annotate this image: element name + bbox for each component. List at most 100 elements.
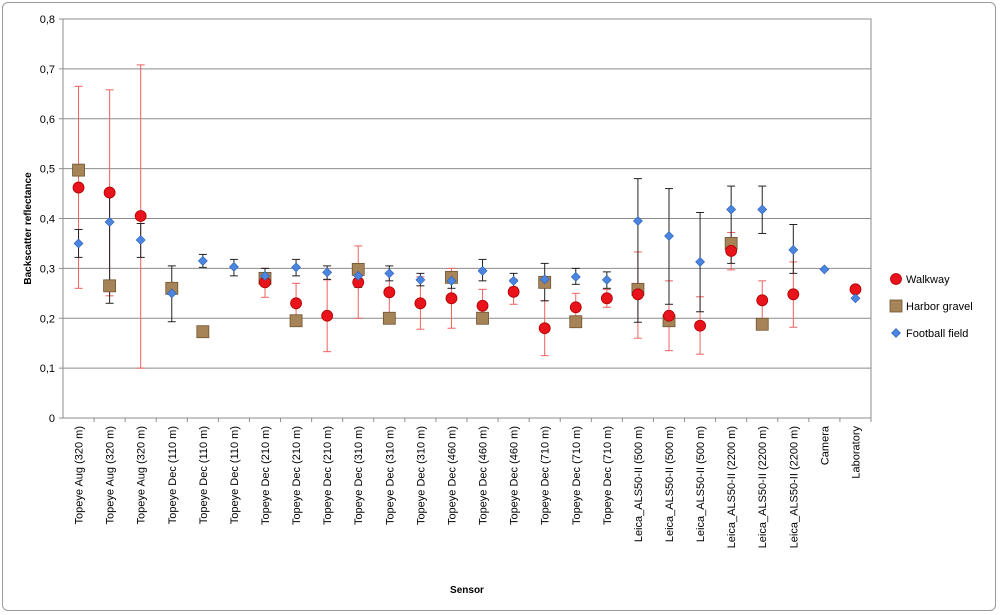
football-field-point [477, 265, 488, 276]
gridlines [59, 18, 872, 422]
legend-entry: Harbor gravel [889, 299, 973, 313]
football-field-point [632, 216, 643, 226]
legend-label: Walkway [906, 274, 950, 286]
legend-entry: Football field [891, 328, 968, 340]
x-tick-label: Topeye Dec (710 m) [540, 426, 552, 525]
walkway-point [663, 309, 675, 322]
walkway-point [600, 292, 613, 305]
football-field-point [850, 293, 861, 304]
walkway-point [632, 288, 644, 301]
walkway-point [103, 186, 116, 199]
x-tick-label: Topeye Dec (110 m) [167, 426, 179, 524]
football-field-point [73, 238, 84, 249]
x-tick-label: Topeye Dec (110 m) [229, 426, 241, 524]
football-field-point [726, 204, 737, 215]
error-bars [74, 64, 798, 369]
x-tick-label: Leica_ALS50-II (500 m) [664, 426, 676, 542]
x-tick-label: Topeye Dec (710 m) [602, 426, 614, 525]
football-field-point [260, 270, 270, 281]
x-tick-label: Topeye Aug (320 m) [74, 426, 86, 524]
legend-marker [890, 273, 902, 285]
harbor-gravel-point [103, 279, 117, 293]
x-tick-label: Topeye Dec (710 m) [571, 426, 583, 525]
walkway-point [756, 294, 769, 307]
x-tick-label: Topeye Dec (110 m) [198, 426, 210, 524]
legend-marker [891, 328, 901, 338]
football-field-point [570, 271, 581, 282]
football-field-point [104, 217, 115, 227]
walkway-point [694, 319, 706, 332]
y-tick-labels: 0 0,1 0,2 0,3 0,4 0,5 0,6 0,7 0,8 [40, 14, 55, 425]
x-tick-label: Topeye Dec (310 m) [353, 426, 365, 525]
y-tick-label: 0,8 [40, 14, 55, 26]
football-field-point [757, 204, 768, 215]
y-tick-label: 0 [49, 413, 55, 425]
x-tick-label: Leica_ALS50-II (500 m) [695, 426, 707, 542]
football-field-point [228, 261, 239, 272]
walkway-point [383, 286, 396, 299]
y-tick-label: 0,1 [40, 363, 55, 375]
walkway-point [134, 210, 147, 222]
walkway-point [787, 288, 800, 301]
legend: Walkway Harbor gravel Football field [889, 273, 973, 340]
football-field-point [788, 244, 799, 255]
x-tick-label: Topeye Aug (320 m) [136, 426, 148, 524]
x-tick-label: Leica_ALS50-II (500 m) [633, 426, 645, 542]
walkway-point [72, 181, 85, 194]
harbor-gravel-point [289, 314, 303, 328]
football-field-point [695, 256, 706, 267]
walkway-point [414, 297, 427, 310]
football-field-point [291, 262, 302, 273]
football-field-point [664, 231, 674, 241]
y-axis-title: Backscatter reflectance [23, 172, 34, 285]
football-field-point [384, 268, 395, 279]
football-field-point [601, 274, 612, 285]
x-tick-label: Camera [819, 425, 831, 465]
legend-label: Harbor gravel [906, 301, 973, 313]
legend-label: Football field [906, 328, 968, 340]
y-tick-label: 0,4 [40, 214, 55, 226]
x-tick-label: Topeye Aug (320 m) [105, 426, 117, 524]
harbor-gravel-point [196, 325, 210, 339]
harbor-gravel-point [476, 311, 489, 325]
football-field-point [539, 274, 550, 285]
walkway-point [476, 299, 489, 312]
football-field-point [135, 235, 146, 245]
football-field-point [415, 274, 426, 285]
harbor-gravel-point [569, 315, 583, 329]
harbor-gravel-point [72, 163, 85, 177]
legend-marker [889, 299, 903, 313]
x-tick-label: Topeye Dec (210 m) [291, 426, 303, 525]
football-field-point [166, 288, 177, 299]
harbor-gravel-point [755, 317, 769, 331]
football-field-point [446, 275, 457, 286]
harbor-gravel-point [382, 311, 396, 325]
data-points [72, 163, 862, 339]
football-field-point [819, 264, 830, 275]
x-tick-label: Leica_ALS50-II (2200 m) [788, 426, 800, 548]
x-tick-labels: Topeye Aug (320 m) Topeye Aug (320 m) Tope… [74, 425, 863, 548]
x-tick-label: Topeye Dec (210 m) [260, 426, 272, 525]
x-tick-label: Topeye Dec (460 m) [446, 426, 458, 525]
y-tick-label: 0,5 [40, 164, 55, 176]
football-field-point [508, 275, 519, 286]
walkway-point [290, 297, 302, 310]
x-tick-label: Topeye Dec (310 m) [384, 426, 396, 525]
x-tick-label: Topeye Dec (310 m) [415, 426, 427, 525]
football-field-point [322, 267, 333, 278]
x-tick-label: Topeye Dec (460 m) [478, 426, 490, 525]
y-tick-label: 0,3 [40, 263, 55, 275]
x-tick-label: Leica_ALS50-II (2200 m) [726, 426, 738, 548]
walkway-point [445, 292, 458, 305]
football-field-point [353, 270, 364, 281]
walkway-point [538, 322, 551, 335]
walkway-point [321, 309, 334, 322]
walkway-point [507, 285, 520, 298]
x-tick-label: Laboratory [850, 426, 862, 479]
x-tick-label: Leica_ALS50-II (2200 m) [757, 426, 769, 548]
y-tick-label: 0,2 [40, 313, 55, 325]
y-tick-label: 0,6 [40, 114, 55, 126]
legend-entry: Walkway [890, 273, 950, 286]
